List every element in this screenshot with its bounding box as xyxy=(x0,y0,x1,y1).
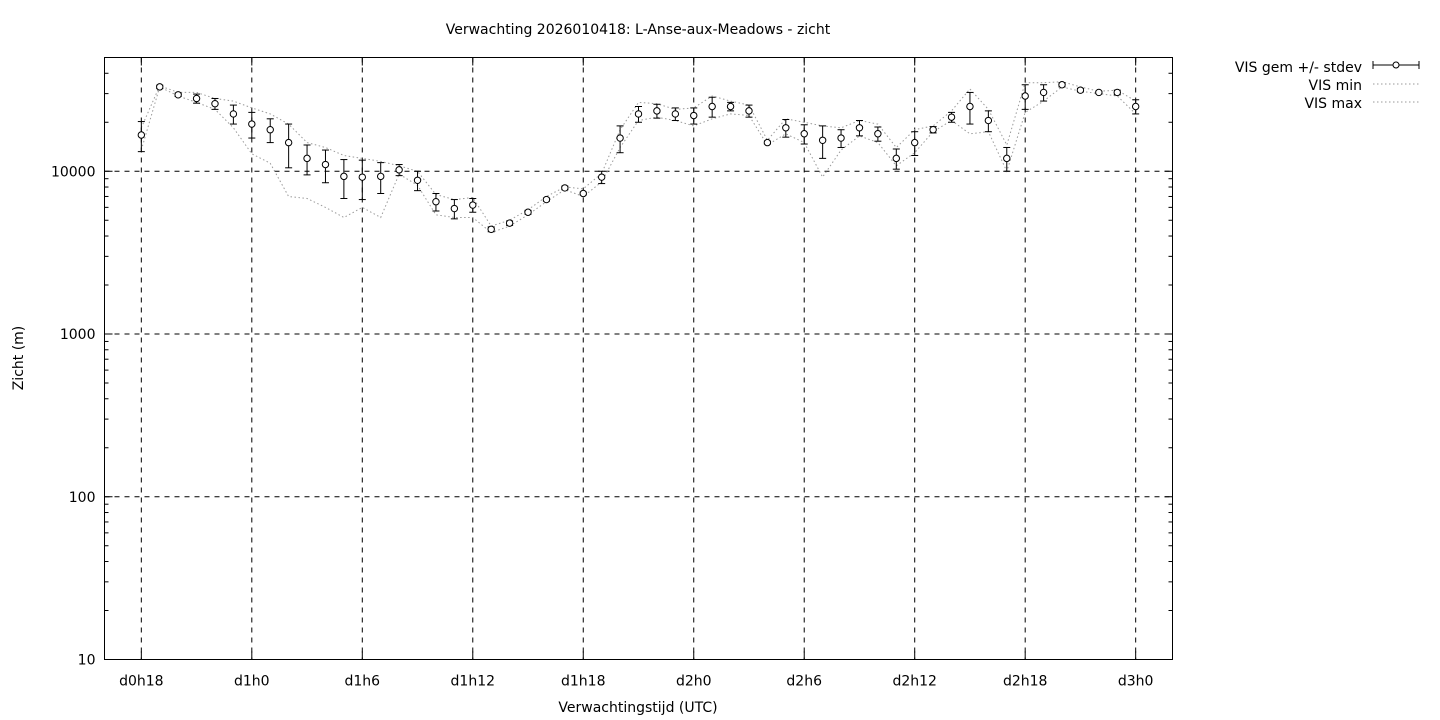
mean-point xyxy=(745,107,753,115)
mean-point xyxy=(855,124,864,132)
y-tick-label: 10 xyxy=(78,653,96,669)
mean-point xyxy=(1113,88,1121,97)
mean-point xyxy=(487,225,495,233)
axes: d0h18 d1h0 d1h6 d1h12 d1h18 d2h0 d2h6 d2h12 d2h1… xyxy=(51,57,1173,690)
series-vis-max xyxy=(140,81,1136,227)
x-tick-label: d1h18 xyxy=(561,674,605,690)
y-tick-label: 100 xyxy=(69,490,96,506)
mean-point xyxy=(524,208,532,216)
mean-point xyxy=(156,83,164,91)
mean-point xyxy=(579,189,587,198)
x-tick-label: d2h6 xyxy=(786,674,822,690)
mean-point xyxy=(395,166,403,174)
mean-point xyxy=(1095,88,1103,97)
x-axis-label: Verwachtingstijd (UTC) xyxy=(558,700,717,716)
mean-point xyxy=(377,172,385,181)
mean-point xyxy=(653,107,661,115)
mean-point xyxy=(911,138,919,147)
mean-point xyxy=(818,136,827,144)
mean-point xyxy=(929,126,937,134)
mean-point xyxy=(211,100,219,108)
mean-point xyxy=(137,131,146,139)
vis-max-line xyxy=(140,81,1136,227)
mean-point xyxy=(542,195,551,204)
mean-point xyxy=(1076,86,1085,94)
series-vis-mean xyxy=(137,81,1140,233)
x-tick-label: d1h12 xyxy=(451,674,495,690)
mean-point xyxy=(634,110,643,118)
mean-point xyxy=(800,130,808,138)
mean-point xyxy=(671,110,680,118)
mean-point xyxy=(266,126,274,134)
mean-point xyxy=(966,102,974,111)
mean-point xyxy=(358,173,366,181)
mean-point xyxy=(1003,154,1011,163)
plot-frame xyxy=(104,57,1173,660)
mean-point xyxy=(450,204,459,213)
legend-label-mean: VIS gem +/- stdev xyxy=(1235,60,1362,76)
x-tick-label: d1h6 xyxy=(345,674,381,690)
mean-point xyxy=(616,134,624,142)
mean-point xyxy=(947,113,956,121)
mean-point xyxy=(505,219,514,227)
legend: VIS gem +/- stdev VIS min VIS max xyxy=(1235,60,1420,112)
mean-point xyxy=(284,138,293,147)
mean-point xyxy=(837,134,845,142)
mean-point xyxy=(1131,102,1140,111)
mean-point xyxy=(340,172,348,181)
mean-point xyxy=(248,120,256,128)
mean-point xyxy=(432,198,440,206)
mean-point xyxy=(192,94,201,103)
mean-point xyxy=(782,124,790,132)
mean-point xyxy=(1058,81,1066,89)
legend-swatch-mean xyxy=(1372,61,1420,69)
x-tick-label: d2h12 xyxy=(892,674,936,690)
mean-point xyxy=(229,110,238,118)
grid xyxy=(104,57,1173,660)
mean-point xyxy=(984,116,993,125)
mean-point xyxy=(321,160,330,169)
mean-point xyxy=(1021,92,1029,100)
x-tick-label: d2h0 xyxy=(676,674,712,690)
y-tick-label: 1000 xyxy=(60,327,96,343)
mean-point xyxy=(874,130,882,138)
mean-point xyxy=(303,154,311,163)
mean-point xyxy=(413,176,422,184)
y-tick-label: 10000 xyxy=(51,164,96,180)
y-axis-label: Zicht (m) xyxy=(11,326,27,391)
mean-point xyxy=(469,201,477,209)
mean-point xyxy=(763,138,772,147)
mean-point xyxy=(892,154,900,163)
mean-point xyxy=(726,102,735,111)
chart-title: Verwachting 2026010418: L-Anse-aux-Meado… xyxy=(446,22,831,38)
mean-point xyxy=(1039,88,1048,97)
mean-point xyxy=(174,91,182,99)
x-tick-label: d3h0 xyxy=(1118,674,1154,690)
x-tick-label: d1h0 xyxy=(234,674,270,690)
x-tick-label: d2h18 xyxy=(1003,674,1047,690)
mean-point xyxy=(597,173,606,181)
legend-label-max: VIS max xyxy=(1304,96,1362,112)
mean-point xyxy=(690,111,698,120)
x-tick-label: d0h18 xyxy=(119,674,163,690)
mean-point xyxy=(708,102,716,111)
legend-label-min: VIS min xyxy=(1309,78,1362,94)
mean-point xyxy=(561,184,569,192)
